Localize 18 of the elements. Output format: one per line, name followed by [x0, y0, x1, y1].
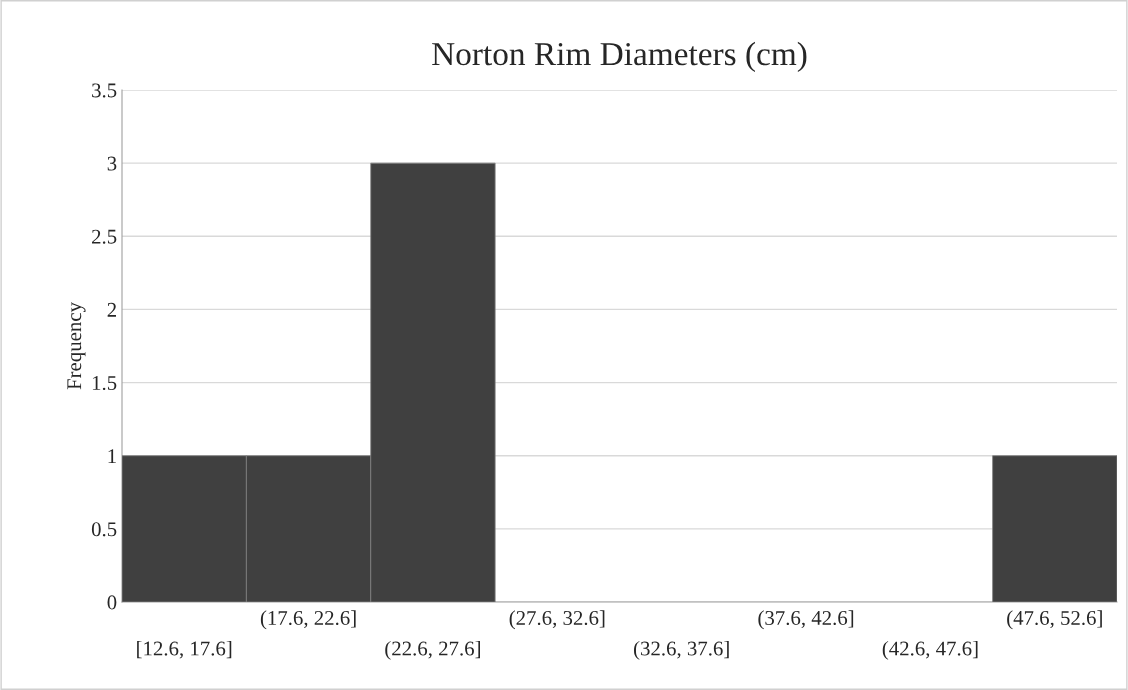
y-tick-label: 2 — [107, 302, 116, 317]
x-tick-label: (32.6, 37.6] — [634, 640, 729, 660]
y-tick-label: 0 — [107, 595, 117, 610]
y-tick-label: 0.5 — [91, 522, 117, 537]
y-axis-title: Frequency — [67, 302, 86, 390]
y-tick-label: 2.5 — [92, 229, 117, 244]
x-tick-label: (42.6, 47.6] — [882, 640, 978, 660]
y-tick-label: 3 — [107, 156, 117, 171]
x-tick-label: (17.6, 22.6] — [260, 610, 356, 630]
y-tick-label: 1.5 — [92, 376, 117, 391]
y-tick-label: 1 — [108, 449, 116, 463]
x-tick-label: (27.6, 32.6] — [509, 610, 605, 630]
x-tick-label: (22.6, 27.6] — [385, 640, 480, 660]
x-tick-label: (37.6, 42.6] — [758, 610, 854, 630]
chart-title: Norton Rim Diameters (cm) — [432, 41, 807, 73]
x-tick-label: [12.6, 17.6] — [137, 640, 232, 659]
x-tick-label: (47.6, 52.6] — [1007, 610, 1102, 630]
y-tick-label: 3.5 — [92, 83, 117, 98]
